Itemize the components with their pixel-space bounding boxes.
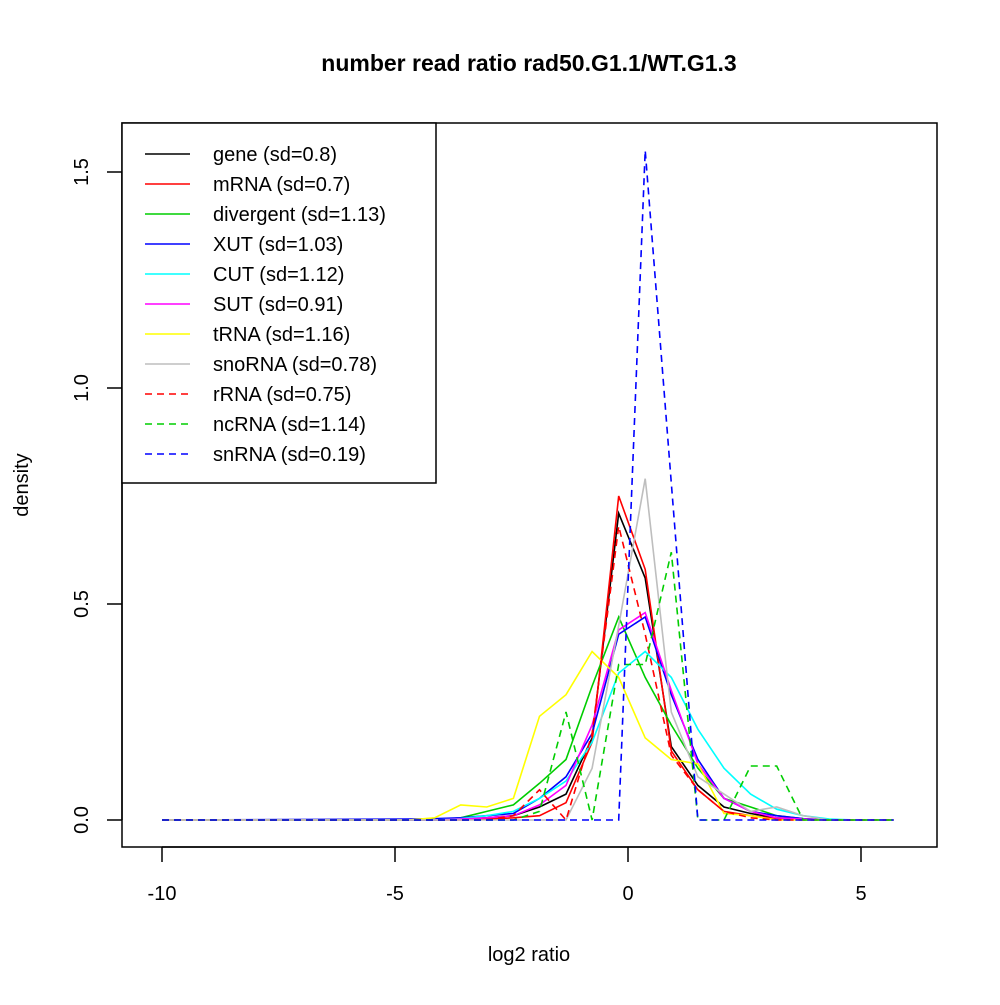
series-line-2 bbox=[162, 614, 894, 821]
series-line-4 bbox=[162, 650, 894, 821]
series-line-6 bbox=[162, 650, 894, 821]
series-line-3 bbox=[161, 615, 894, 821]
y-tick-label: 0.5 bbox=[71, 590, 93, 618]
x-tick-label: -10 bbox=[148, 883, 177, 905]
legend-label: gene (sd=0.8) bbox=[213, 144, 337, 166]
series-line-10 bbox=[162, 150, 894, 821]
series-line-9 bbox=[162, 552, 894, 821]
legend-label: tRNA (sd=1.16) bbox=[213, 324, 350, 346]
series-line-1 bbox=[162, 495, 894, 821]
series-line-5 bbox=[162, 611, 894, 821]
series-line-0 bbox=[162, 510, 894, 821]
x-tick-label: 5 bbox=[855, 883, 866, 905]
legend-label: ncRNA (sd=1.14) bbox=[213, 414, 366, 436]
legend-label: mRNA (sd=0.7) bbox=[213, 174, 350, 196]
legend: gene (sd=0.8) mRNA (sd=0.7) divergent (sd=… bbox=[121, 122, 437, 484]
y-tick-label: 0.0 bbox=[71, 806, 93, 834]
x-tick-label: 0 bbox=[622, 883, 633, 905]
legend-label: snRNA (sd=0.19) bbox=[213, 444, 366, 466]
y-tick-label: 1.0 bbox=[71, 374, 93, 402]
legend-label: XUT (sd=1.03) bbox=[213, 234, 343, 256]
legend-label: rRNA (sd=0.75) bbox=[213, 384, 351, 406]
legend-label: CUT (sd=1.12) bbox=[213, 264, 344, 286]
y-tick-label: 1.5 bbox=[71, 158, 93, 186]
legend-label: SUT (sd=0.91) bbox=[213, 294, 343, 316]
series-line-7 bbox=[162, 478, 894, 821]
x-axis: -10 -5 0 5 bbox=[148, 846, 867, 905]
y-axis: 0.0 0.5 1.0 1.5 bbox=[71, 158, 123, 834]
legend-box bbox=[121, 122, 437, 484]
y-axis-label: density bbox=[11, 453, 33, 516]
x-tick-label: -5 bbox=[386, 883, 404, 905]
legend-label: snoRNA (sd=0.78) bbox=[213, 354, 377, 376]
series-lines bbox=[161, 150, 894, 822]
series-line-8 bbox=[162, 526, 894, 822]
legend-label: divergent (sd=1.13) bbox=[213, 204, 386, 226]
x-axis-label: log2 ratio bbox=[488, 944, 570, 966]
chart-title: number read ratio rad50.G1.1/WT.G1.3 bbox=[321, 50, 736, 76]
